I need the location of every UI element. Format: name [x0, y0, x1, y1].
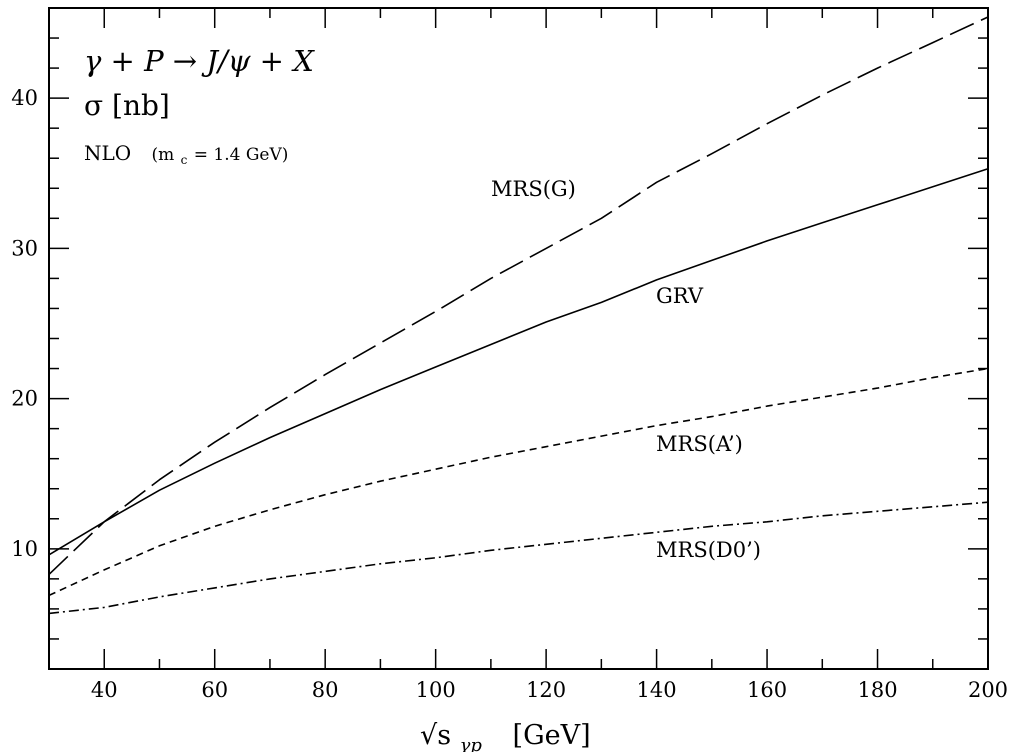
x-tick-label: 60	[201, 678, 228, 702]
tick-labels: 40 60 80 100 120 140 160 180 200 10 20 30 40	[11, 86, 1008, 702]
series-line-0	[48, 16, 989, 575]
series-label-grv: GRV	[656, 284, 704, 308]
y-tick-label: 40	[11, 86, 38, 110]
x-tick-label: 100	[416, 678, 456, 702]
y-tick-label: 20	[11, 387, 38, 411]
axis-ticks	[48, 7, 989, 670]
plot-frame	[48, 7, 989, 670]
series-group	[48, 16, 989, 615]
series-label-mrsd0: MRS(D0’)	[656, 538, 761, 562]
x-axis-title-sub: γp	[460, 735, 483, 752]
series-label-mrsa: MRS(A’)	[656, 432, 743, 456]
order-rest: = 1.4 GeV)	[194, 145, 289, 165]
order-detail: (m	[152, 145, 175, 165]
x-axis-title-unit: [GeV]	[513, 720, 591, 751]
x-tick-label: 180	[857, 678, 897, 702]
x-tick-label: 140	[637, 678, 677, 702]
quantity-annotation: σ [nb]	[84, 89, 170, 122]
x-tick-label: 200	[968, 678, 1008, 702]
series-line-2	[48, 367, 989, 597]
order-annotation: NLO (m c = 1.4 GeV)	[84, 141, 288, 169]
series-line-3	[48, 501, 989, 615]
y-tick-label: 10	[11, 537, 38, 561]
order-subscript: c	[181, 153, 188, 167]
x-axis-title-base: √s	[420, 720, 451, 751]
process-annotation: γ + P → J/ψ + X	[84, 44, 315, 78]
x-axis-title: √s γp [GeV]	[420, 720, 591, 752]
order-prefix: NLO	[84, 141, 131, 165]
x-tick-label: 120	[526, 678, 566, 702]
series-label-mrsg: MRS(G)	[491, 177, 576, 201]
x-tick-label: 160	[747, 678, 787, 702]
series-line-1	[48, 167, 989, 556]
x-tick-label: 80	[312, 678, 339, 702]
y-tick-label: 30	[11, 236, 38, 260]
x-tick-label: 40	[91, 678, 118, 702]
